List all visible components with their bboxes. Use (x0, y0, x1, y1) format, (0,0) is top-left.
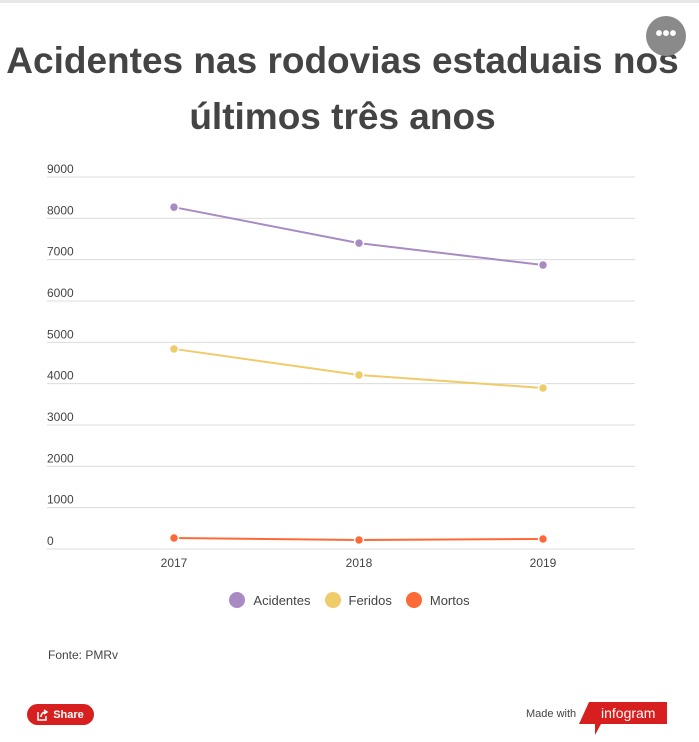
y-tick-label: 6000 (47, 286, 74, 300)
legend: Acidentes Feridos Mortos (0, 592, 699, 608)
data-point-mortos (168, 532, 180, 544)
legend-label: Acidentes (253, 592, 311, 608)
more-options-button[interactable]: ••• (646, 16, 686, 56)
chart-title: Acidentes nas rodovias estaduais nos últ… (6, 40, 679, 137)
y-tick-label: 3000 (47, 410, 74, 424)
x-tick-label: 2017 (161, 556, 188, 570)
y-tick-label: 8000 (47, 203, 74, 217)
data-point-acidentes (537, 259, 549, 271)
data-point-acidentes (168, 201, 180, 213)
legend-swatch (405, 592, 422, 608)
y-tick-label: 0 (47, 534, 54, 548)
y-tick-label: 4000 (47, 369, 74, 383)
data-point-feridos (353, 369, 365, 381)
data-point-feridos (168, 343, 180, 355)
legend-label: Mortos (429, 592, 470, 608)
legend-swatch (324, 592, 341, 608)
share-label: Share (53, 708, 84, 721)
legend-swatch (229, 592, 246, 608)
data-point-feridos (537, 382, 549, 394)
legend-label: Feridos (348, 592, 392, 608)
x-tick-label: 2018 (346, 556, 373, 570)
data-point-mortos (537, 533, 549, 545)
legend-item-feridos[interactable]: Feridos (324, 592, 392, 608)
y-tick-label: 1000 (47, 493, 74, 507)
data-point-mortos (353, 534, 365, 546)
data-point-acidentes (353, 237, 365, 249)
series-line-feridos (173, 347, 544, 390)
y-tick-label: 2000 (47, 451, 74, 465)
legend-item-acidentes[interactable]: Acidentes (229, 592, 311, 608)
share-icon (37, 708, 49, 721)
y-tick-label: 7000 (47, 245, 74, 259)
legend-item-mortos[interactable]: Mortos (405, 592, 470, 608)
share-button[interactable]: Share (27, 704, 94, 725)
x-tick-label: 2019 (530, 556, 557, 570)
y-tick-label: 9000 (47, 162, 74, 176)
infogram-logo-text: infogram (601, 705, 656, 721)
infogram-logo[interactable] (579, 702, 667, 735)
y-tick-label: 5000 (47, 327, 74, 341)
line-chart: 0 1000 2000 3000 4000 5000 6000 7000 8000 9000 201… (47, 162, 635, 570)
more-horizontal-icon: ••• (655, 23, 677, 45)
series-line-acidentes (173, 206, 544, 267)
source-note: Fonte: PMRv (48, 648, 119, 662)
made-with-label: Made with (526, 708, 577, 720)
